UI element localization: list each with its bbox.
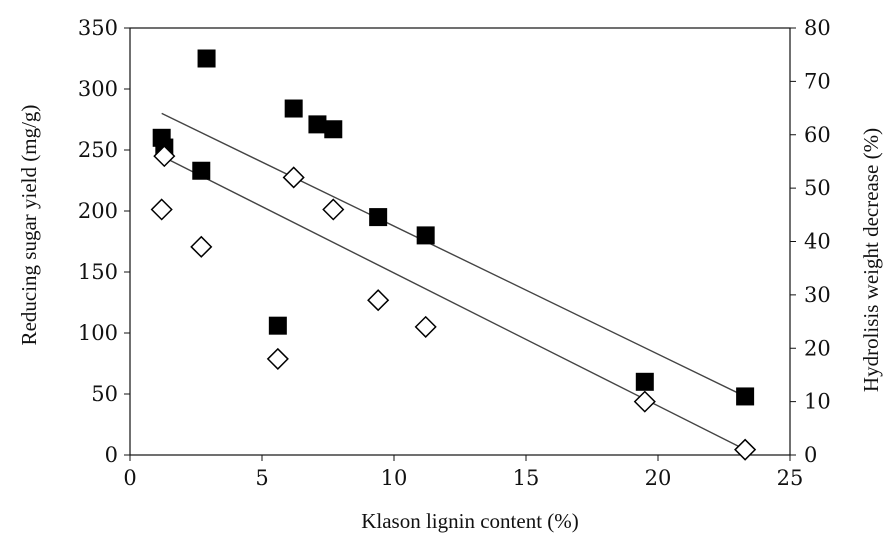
y-right-tick-label: 70 xyxy=(804,69,831,93)
filled-square-marker xyxy=(268,316,287,335)
tick-labels: 0 5 10 15 20 25050100150200250300350010203040… xyxy=(78,16,831,490)
y-right-tick-label: 60 xyxy=(804,123,831,147)
data-markers xyxy=(150,49,757,461)
y-right-tick-label: 80 xyxy=(804,16,831,40)
x-tick-label: 5 xyxy=(255,466,268,490)
y-left-tick-label: 150 xyxy=(78,260,118,284)
filled-square-marker xyxy=(197,49,216,68)
filled-square-marker xyxy=(736,387,755,406)
open-diamond-marker xyxy=(190,235,213,258)
y-left-tick-label: 350 xyxy=(78,16,118,40)
filled-square-marker xyxy=(416,226,435,245)
open-diamond-marker xyxy=(734,438,757,461)
x-tick-label: 0 xyxy=(123,466,136,490)
y-left-tick-label: 300 xyxy=(78,77,118,101)
plot-border xyxy=(129,27,791,456)
x-tick-label: 25 xyxy=(777,466,804,490)
filled-square-marker xyxy=(192,161,211,180)
y-right-tick-label: 40 xyxy=(804,230,831,254)
open-diamond-marker xyxy=(153,145,176,168)
y-left-tick-label: 200 xyxy=(78,199,118,223)
filled-square-marker xyxy=(284,99,303,118)
open-diamond-marker xyxy=(282,166,305,189)
plot-frame xyxy=(129,27,791,456)
x-axis-title: Klason lignin content (%) xyxy=(361,509,579,533)
filled-square-marker xyxy=(324,120,343,139)
open-diamond-marker xyxy=(322,198,345,221)
filled-square-marker xyxy=(369,208,388,227)
trendlines xyxy=(161,112,746,451)
y-left-tick-label: 0 xyxy=(105,443,118,467)
open-diamond-marker xyxy=(633,390,656,413)
y-left-axis-title: Reducing sugar yield (mg/g) xyxy=(17,105,41,346)
trendline-series-2 xyxy=(161,155,746,451)
filled-square-marker xyxy=(635,372,654,391)
y-left-tick-label: 250 xyxy=(78,138,118,162)
y-right-tick-label: 0 xyxy=(804,443,817,467)
x-tick-label: 15 xyxy=(513,466,540,490)
y-right-tick-label: 20 xyxy=(804,336,831,360)
y-right-tick-label: 30 xyxy=(804,283,831,307)
open-diamond-marker xyxy=(414,315,437,338)
y-right-tick-label: 10 xyxy=(804,390,831,414)
x-tick-label: 20 xyxy=(645,466,672,490)
open-diamond-marker xyxy=(367,289,390,312)
trendline-series-1 xyxy=(161,112,746,398)
open-diamond-marker xyxy=(150,198,173,221)
y-right-tick-label: 50 xyxy=(804,176,831,200)
filled-square-marker xyxy=(308,115,327,134)
open-diamond-marker xyxy=(266,347,289,370)
y-left-tick-label: 100 xyxy=(78,321,118,345)
x-tick-label: 10 xyxy=(381,466,408,490)
y-left-tick-label: 50 xyxy=(91,382,118,406)
y-right-axis-title: Hydrolisis weight decrease (%) xyxy=(859,128,883,392)
